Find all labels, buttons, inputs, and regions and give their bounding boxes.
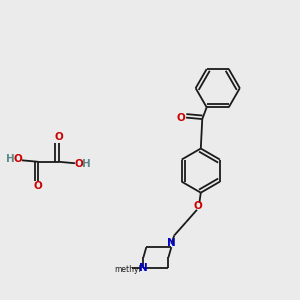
Text: O: O [177, 112, 186, 123]
Text: O: O [34, 181, 43, 191]
Text: O: O [14, 154, 22, 164]
Text: O: O [74, 159, 83, 169]
Text: H: H [6, 154, 14, 164]
Text: N: N [167, 238, 176, 248]
Text: O: O [194, 201, 202, 211]
Text: methyl: methyl [114, 265, 141, 274]
Text: O: O [54, 132, 63, 142]
Text: N: N [139, 263, 148, 273]
Text: H: H [82, 159, 91, 169]
